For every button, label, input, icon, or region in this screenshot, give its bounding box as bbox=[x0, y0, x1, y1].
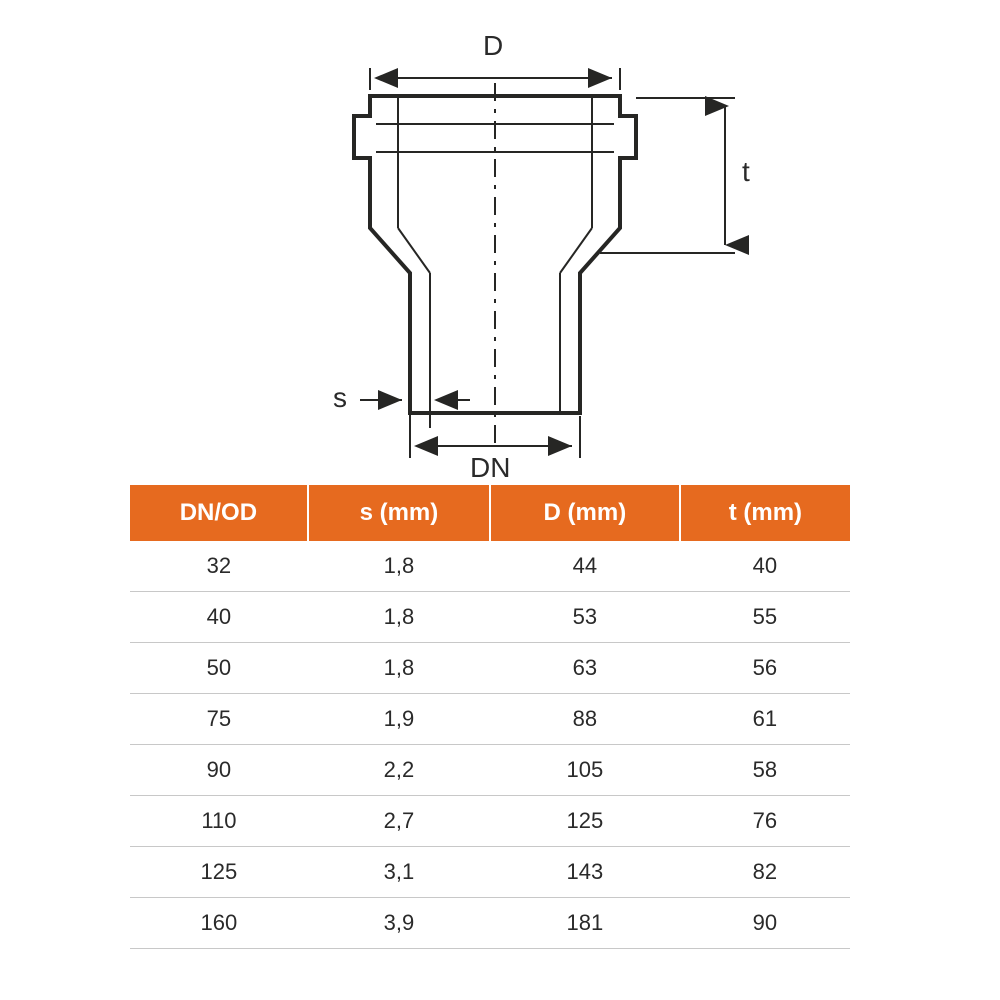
table-cell: 105 bbox=[490, 745, 680, 796]
table-cell: 3,9 bbox=[308, 898, 490, 949]
table-row: 751,98861 bbox=[130, 694, 850, 745]
table-cell: 82 bbox=[680, 847, 850, 898]
table-cell: 32 bbox=[130, 541, 308, 592]
table-row: 1603,918190 bbox=[130, 898, 850, 949]
table-cell: 143 bbox=[490, 847, 680, 898]
diagram-svg bbox=[0, 28, 1000, 488]
table-row: 902,210558 bbox=[130, 745, 850, 796]
table-cell: 56 bbox=[680, 643, 850, 694]
col-header-dnod: DN/OD bbox=[130, 485, 308, 541]
table-row: 401,85355 bbox=[130, 592, 850, 643]
dim-label-t: t bbox=[742, 156, 750, 188]
table-cell: 1,8 bbox=[308, 592, 490, 643]
table-cell: 1,9 bbox=[308, 694, 490, 745]
table-row: 321,84440 bbox=[130, 541, 850, 592]
pipe-socket-diagram: D t s DN bbox=[0, 28, 1000, 478]
table-header-row: DN/OD s (mm) D (mm) t (mm) bbox=[130, 485, 850, 541]
table-cell: 55 bbox=[680, 592, 850, 643]
table-cell: 44 bbox=[490, 541, 680, 592]
table-cell: 75 bbox=[130, 694, 308, 745]
table-cell: 160 bbox=[130, 898, 308, 949]
table-cell: 125 bbox=[490, 796, 680, 847]
col-header-t: t (mm) bbox=[680, 485, 850, 541]
table-cell: 88 bbox=[490, 694, 680, 745]
table-cell: 58 bbox=[680, 745, 850, 796]
table-cell: 2,7 bbox=[308, 796, 490, 847]
table-cell: 40 bbox=[130, 592, 308, 643]
table-cell: 76 bbox=[680, 796, 850, 847]
table-cell: 90 bbox=[680, 898, 850, 949]
dim-label-d: D bbox=[483, 30, 503, 62]
table-cell: 110 bbox=[130, 796, 308, 847]
table-cell: 181 bbox=[490, 898, 680, 949]
table-cell: 1,8 bbox=[308, 541, 490, 592]
table-row: 1102,712576 bbox=[130, 796, 850, 847]
table-cell: 61 bbox=[680, 694, 850, 745]
table-cell: 1,8 bbox=[308, 643, 490, 694]
table-cell: 50 bbox=[130, 643, 308, 694]
dim-label-s: s bbox=[333, 382, 347, 414]
col-header-s: s (mm) bbox=[308, 485, 490, 541]
table-cell: 125 bbox=[130, 847, 308, 898]
dimensions-table-wrap: DN/OD s (mm) D (mm) t (mm) 321,84440401,… bbox=[130, 485, 850, 949]
dim-label-dn: DN bbox=[470, 452, 510, 484]
table-cell: 63 bbox=[490, 643, 680, 694]
table-cell: 90 bbox=[130, 745, 308, 796]
table-row: 1253,114382 bbox=[130, 847, 850, 898]
table-cell: 40 bbox=[680, 541, 850, 592]
table-cell: 2,2 bbox=[308, 745, 490, 796]
table-cell: 3,1 bbox=[308, 847, 490, 898]
table-cell: 53 bbox=[490, 592, 680, 643]
table-row: 501,86356 bbox=[130, 643, 850, 694]
col-header-d: D (mm) bbox=[490, 485, 680, 541]
dimensions-table: DN/OD s (mm) D (mm) t (mm) 321,84440401,… bbox=[130, 485, 850, 949]
